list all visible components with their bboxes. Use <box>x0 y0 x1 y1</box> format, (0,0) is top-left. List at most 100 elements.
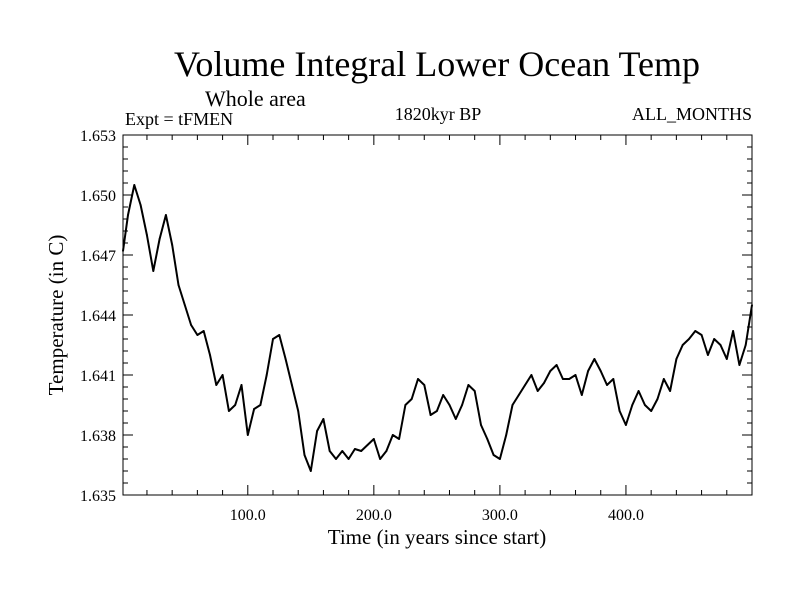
data-point <box>448 404 451 406</box>
data-point <box>543 382 545 384</box>
y-tick-label: 1.638 <box>80 428 116 445</box>
experiment-label: Expt = tFMEN <box>125 109 233 129</box>
data-point <box>744 344 747 346</box>
data-point <box>278 334 281 336</box>
data-point <box>574 374 577 376</box>
data-point <box>486 438 489 440</box>
data-point <box>253 408 255 410</box>
data-point <box>360 450 363 452</box>
data-point <box>681 344 684 346</box>
data-point <box>417 378 419 380</box>
data-point <box>127 214 129 216</box>
data-point <box>322 418 325 420</box>
data-point <box>347 458 350 460</box>
data-point <box>133 184 136 186</box>
data-point <box>498 458 501 460</box>
data-point <box>732 330 734 332</box>
data-point <box>265 374 268 376</box>
data-point <box>164 214 167 216</box>
data-point <box>146 234 148 236</box>
data-point <box>190 324 192 326</box>
data-point <box>719 344 722 346</box>
data-point <box>183 304 186 306</box>
data-point <box>473 390 476 392</box>
x-tick-label: 400.0 <box>608 507 644 524</box>
data-point <box>272 338 274 340</box>
x-axis-label: Time (in years since start) <box>328 525 547 549</box>
data-point <box>662 378 665 380</box>
x-tick-label: 200.0 <box>356 507 392 524</box>
data-point <box>637 390 640 392</box>
data-point <box>593 358 596 360</box>
y-tick-label: 1.647 <box>80 248 116 265</box>
data-point <box>618 410 621 412</box>
data-point <box>335 458 337 460</box>
data-point <box>694 330 697 332</box>
data-point <box>316 430 319 432</box>
x-tick-label: 100.0 <box>230 507 266 524</box>
chart-subtitle: Whole area <box>205 86 306 111</box>
data-point <box>341 450 344 452</box>
data-point <box>385 450 388 452</box>
data-point <box>171 244 174 246</box>
data-point <box>303 454 306 456</box>
data-point <box>631 404 634 406</box>
data-point <box>372 438 375 440</box>
data-point <box>492 454 495 456</box>
data-point <box>511 404 514 406</box>
data-point <box>467 384 470 386</box>
data-point <box>562 378 564 380</box>
data-point <box>366 444 369 446</box>
data-point <box>643 404 646 406</box>
data-point <box>442 394 445 396</box>
data-point <box>555 364 558 366</box>
data-point <box>587 370 590 372</box>
data-point <box>669 390 671 392</box>
data-point <box>284 358 287 360</box>
data-point <box>309 470 312 472</box>
data-point <box>713 338 716 340</box>
data-point <box>435 410 438 412</box>
months-label: ALL_MONTHS <box>632 104 752 124</box>
y-tick-label: 1.644 <box>80 308 116 325</box>
data-point <box>423 384 426 386</box>
chart-title: Volume Integral Lower Ocean Temp <box>174 44 700 84</box>
data-point <box>700 334 703 336</box>
data-point <box>656 398 659 400</box>
data-point <box>202 330 205 332</box>
data-point <box>227 410 230 412</box>
data-point <box>196 334 199 336</box>
data-point <box>517 394 520 396</box>
y-tick-label: 1.635 <box>80 488 116 505</box>
data-point <box>612 378 615 380</box>
data-point <box>221 374 224 376</box>
data-point <box>379 458 382 460</box>
data-point <box>461 404 463 406</box>
data-point <box>158 238 161 240</box>
data-point <box>738 364 741 366</box>
y-axis-label: Temperature (in C) <box>44 235 68 396</box>
data-point <box>398 438 400 440</box>
data-point <box>688 338 690 340</box>
data-point <box>177 284 180 286</box>
data-point <box>328 450 331 452</box>
y-tick-label: 1.653 <box>80 128 116 145</box>
x-tick-label: 300.0 <box>482 507 518 524</box>
period-label: 1820kyr BP <box>395 104 482 124</box>
data-point <box>505 434 508 436</box>
data-point <box>530 374 533 376</box>
data-point <box>152 270 155 272</box>
x-axis-ticks: 100.0 200.0 300.0 400.0 <box>146 135 728 524</box>
data-point <box>568 378 571 380</box>
data-point <box>429 414 432 416</box>
data-point <box>580 394 583 396</box>
series-points <box>122 184 753 472</box>
y-axis-ticks: 1.635 1.638 1.641 1.644 1.647 1.650 1.653 <box>80 128 752 505</box>
data-point <box>139 204 142 206</box>
data-point <box>480 424 482 426</box>
plot-frame <box>122 134 753 496</box>
data-point <box>625 424 627 426</box>
data-point <box>291 384 293 386</box>
data-point <box>725 358 728 360</box>
